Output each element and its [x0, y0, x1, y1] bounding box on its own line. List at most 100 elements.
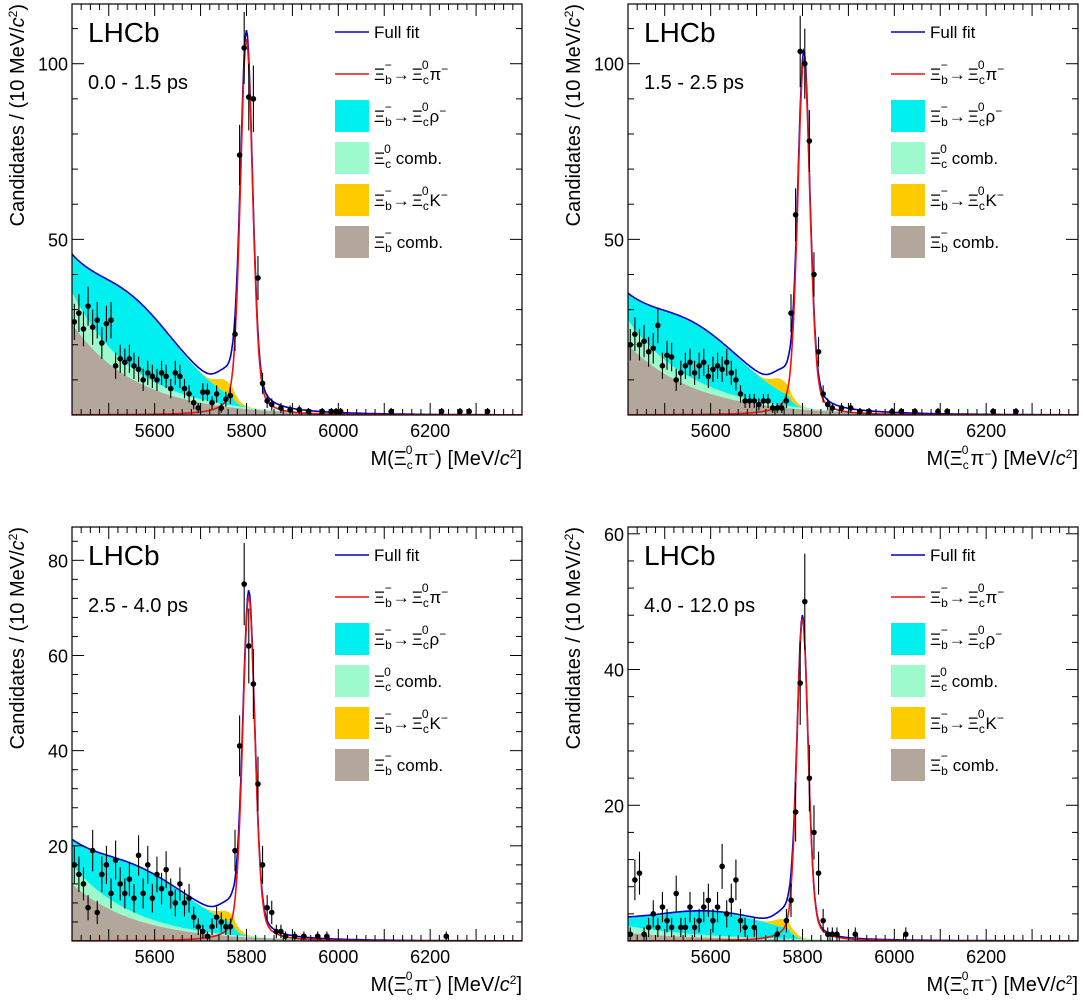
- legend-entry-xib-comb: Ξb−comb.: [335, 226, 443, 258]
- text-span: Ξ: [412, 588, 423, 607]
- text-span: 0: [422, 581, 429, 595]
- x-tick-label: 6000: [318, 947, 358, 967]
- text-span: 0: [422, 623, 429, 637]
- legend-label: Ξb−→ Ξc0π−: [374, 58, 448, 87]
- text-span: −: [385, 749, 392, 763]
- band-xib-comb: [72, 323, 522, 415]
- text-span: Ξ: [374, 65, 385, 84]
- text-span: c: [500, 448, 510, 470]
- legend-entry-xi-rho: Ξb−→ Ξc0ρ−: [335, 623, 446, 655]
- x-axis-label: M(Ξc0 π−) [MeV/c2]: [926, 969, 1078, 998]
- legend-label: Ξc0 comb.: [930, 142, 998, 171]
- text-span: comb.: [396, 672, 442, 691]
- text-span: Ξ: [374, 149, 385, 168]
- text-span: 0: [422, 707, 429, 721]
- text-span: −: [439, 104, 446, 118]
- text-span: →: [393, 630, 410, 649]
- data-point: [154, 377, 160, 383]
- text-span: −: [428, 973, 435, 987]
- text-span: c: [979, 199, 985, 213]
- data-point: [76, 871, 82, 878]
- data-point: [898, 408, 905, 415]
- legend-entry-xi-rho: Ξb−→ Ξc0ρ−: [335, 100, 446, 132]
- legend-box-swatch: [891, 623, 925, 655]
- data-point: [213, 914, 220, 921]
- data-point: [705, 373, 712, 380]
- data-point: [140, 890, 146, 897]
- data-point: [664, 917, 670, 924]
- text-span: comb.: [397, 756, 443, 775]
- text-span: →: [393, 107, 410, 126]
- data-point: [209, 923, 215, 930]
- data-point: [659, 363, 666, 369]
- text-span: 0: [422, 184, 429, 198]
- data-point: [728, 370, 735, 376]
- data-point: [144, 370, 151, 376]
- data-point: [815, 870, 822, 876]
- legend-label: Ξb−→ Ξc0ρ−: [374, 100, 446, 129]
- legend-label: Full fit: [930, 23, 976, 42]
- data-point: [177, 373, 183, 380]
- data-point: [89, 324, 96, 330]
- data-point: [181, 900, 188, 906]
- text-span: −: [428, 447, 435, 461]
- legend-box-swatch: [335, 142, 369, 174]
- text-span: −: [441, 585, 448, 599]
- text-span: 2: [6, 10, 20, 17]
- text-span: 0: [978, 623, 985, 637]
- data-point: [85, 904, 91, 911]
- text-span: Ξ: [412, 714, 423, 733]
- text-span: →: [949, 588, 966, 607]
- x-tick-label: 6000: [874, 421, 914, 441]
- text-span: c: [941, 157, 947, 171]
- data-point: [673, 377, 680, 383]
- text-span: comb.: [397, 233, 443, 252]
- text-span: c: [1056, 974, 1066, 996]
- text-span: ]: [516, 448, 522, 470]
- y-tick-label: 40: [604, 661, 624, 681]
- text-span: b: [941, 241, 948, 255]
- data-point: [163, 866, 169, 873]
- text-span: →: [949, 107, 966, 126]
- legend-label: Ξc0 comb.: [930, 665, 998, 694]
- data-point: [632, 331, 638, 338]
- data-point: [641, 338, 647, 345]
- data-point: [227, 392, 234, 399]
- data-point: [314, 933, 321, 940]
- data-point: [824, 931, 831, 938]
- data-point: [223, 396, 229, 402]
- text-span: b: [385, 199, 392, 213]
- legend-box-swatch: [891, 100, 925, 132]
- text-span: c: [423, 73, 429, 87]
- text-span: −: [439, 627, 446, 641]
- data-point: [204, 389, 211, 395]
- data-point: [195, 405, 202, 411]
- text-span: −: [997, 62, 1004, 76]
- plot-frame: [627, 3, 1079, 416]
- data-point: [811, 829, 817, 836]
- text-span: Ξ: [968, 588, 979, 607]
- data-point: [236, 152, 243, 158]
- text-span: →: [949, 714, 966, 733]
- data-point: [319, 408, 326, 415]
- data-point: [80, 326, 87, 332]
- data-point: [742, 924, 748, 931]
- data-point: [190, 399, 197, 406]
- x-tick-label: 6000: [318, 421, 358, 441]
- data-point: [723, 359, 730, 366]
- text-span: ) [MeV/: [435, 974, 500, 996]
- legend-entry-xib-comb: Ξb−comb.: [335, 749, 443, 781]
- data-point: [457, 408, 463, 415]
- data-point: [636, 870, 643, 876]
- x-axis-label: M(Ξc0 π−) [MeV/c2]: [926, 443, 1078, 472]
- data-point: [126, 876, 133, 882]
- data-point: [641, 931, 647, 938]
- text-span: M(: [926, 448, 950, 470]
- legend-box-swatch: [335, 184, 369, 216]
- text-span: b: [385, 241, 392, 255]
- data-point: [797, 680, 803, 686]
- data-point: [158, 370, 165, 376]
- data-point: [328, 408, 335, 415]
- data-point: [108, 890, 114, 897]
